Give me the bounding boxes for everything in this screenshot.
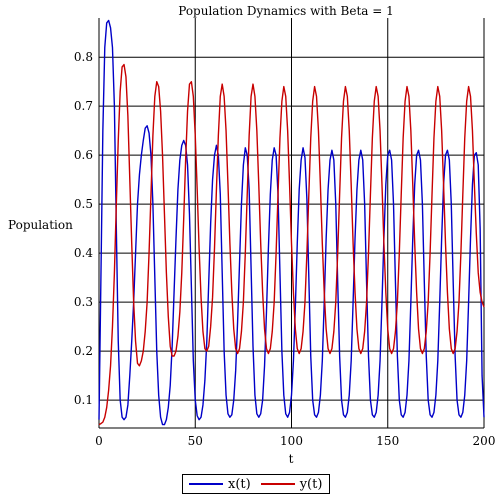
chart-title: Population Dynamics with Beta = 1 [178, 4, 394, 18]
series-line-y [98, 63, 485, 426]
series-line-x [98, 19, 485, 426]
legend-swatch-y [260, 483, 295, 485]
axes [98, 18, 484, 429]
legend-label-y: y(t) [299, 476, 323, 492]
y-tick-label: 0.4 [74, 246, 93, 260]
legend: x(t) y(t) [182, 474, 330, 494]
legend-item-x: x(t) [189, 477, 251, 492]
x-axis-label: t [289, 452, 294, 466]
y-axis-label: Population [8, 218, 73, 232]
x-tick-label: 200 [473, 434, 496, 448]
x-tick-label: 150 [376, 434, 399, 448]
x-tick-label: 0 [95, 434, 103, 448]
x-tick-label: 50 [188, 434, 203, 448]
legend-swatch-x [189, 483, 223, 485]
y-tick-label: 0.6 [74, 148, 93, 162]
y-tick-label: 0.2 [74, 344, 93, 358]
y-tick-label: 0.3 [74, 295, 93, 309]
legend-item-y: y(t) [260, 476, 323, 492]
y-tick-label: 0.5 [74, 197, 93, 211]
y-tick-label: 0.7 [74, 99, 93, 113]
series-lines [98, 19, 485, 426]
y-tick-label: 0.8 [74, 50, 93, 64]
legend-label-x: x(t) [228, 476, 251, 492]
tick-labels: 0.1 0.2 0.3 0.4 0.5 0.6 0.7 0.8 0 50 100 150 200 [74, 50, 496, 448]
x-tick-label: 100 [280, 434, 303, 448]
y-tick-label: 0.1 [74, 393, 93, 407]
